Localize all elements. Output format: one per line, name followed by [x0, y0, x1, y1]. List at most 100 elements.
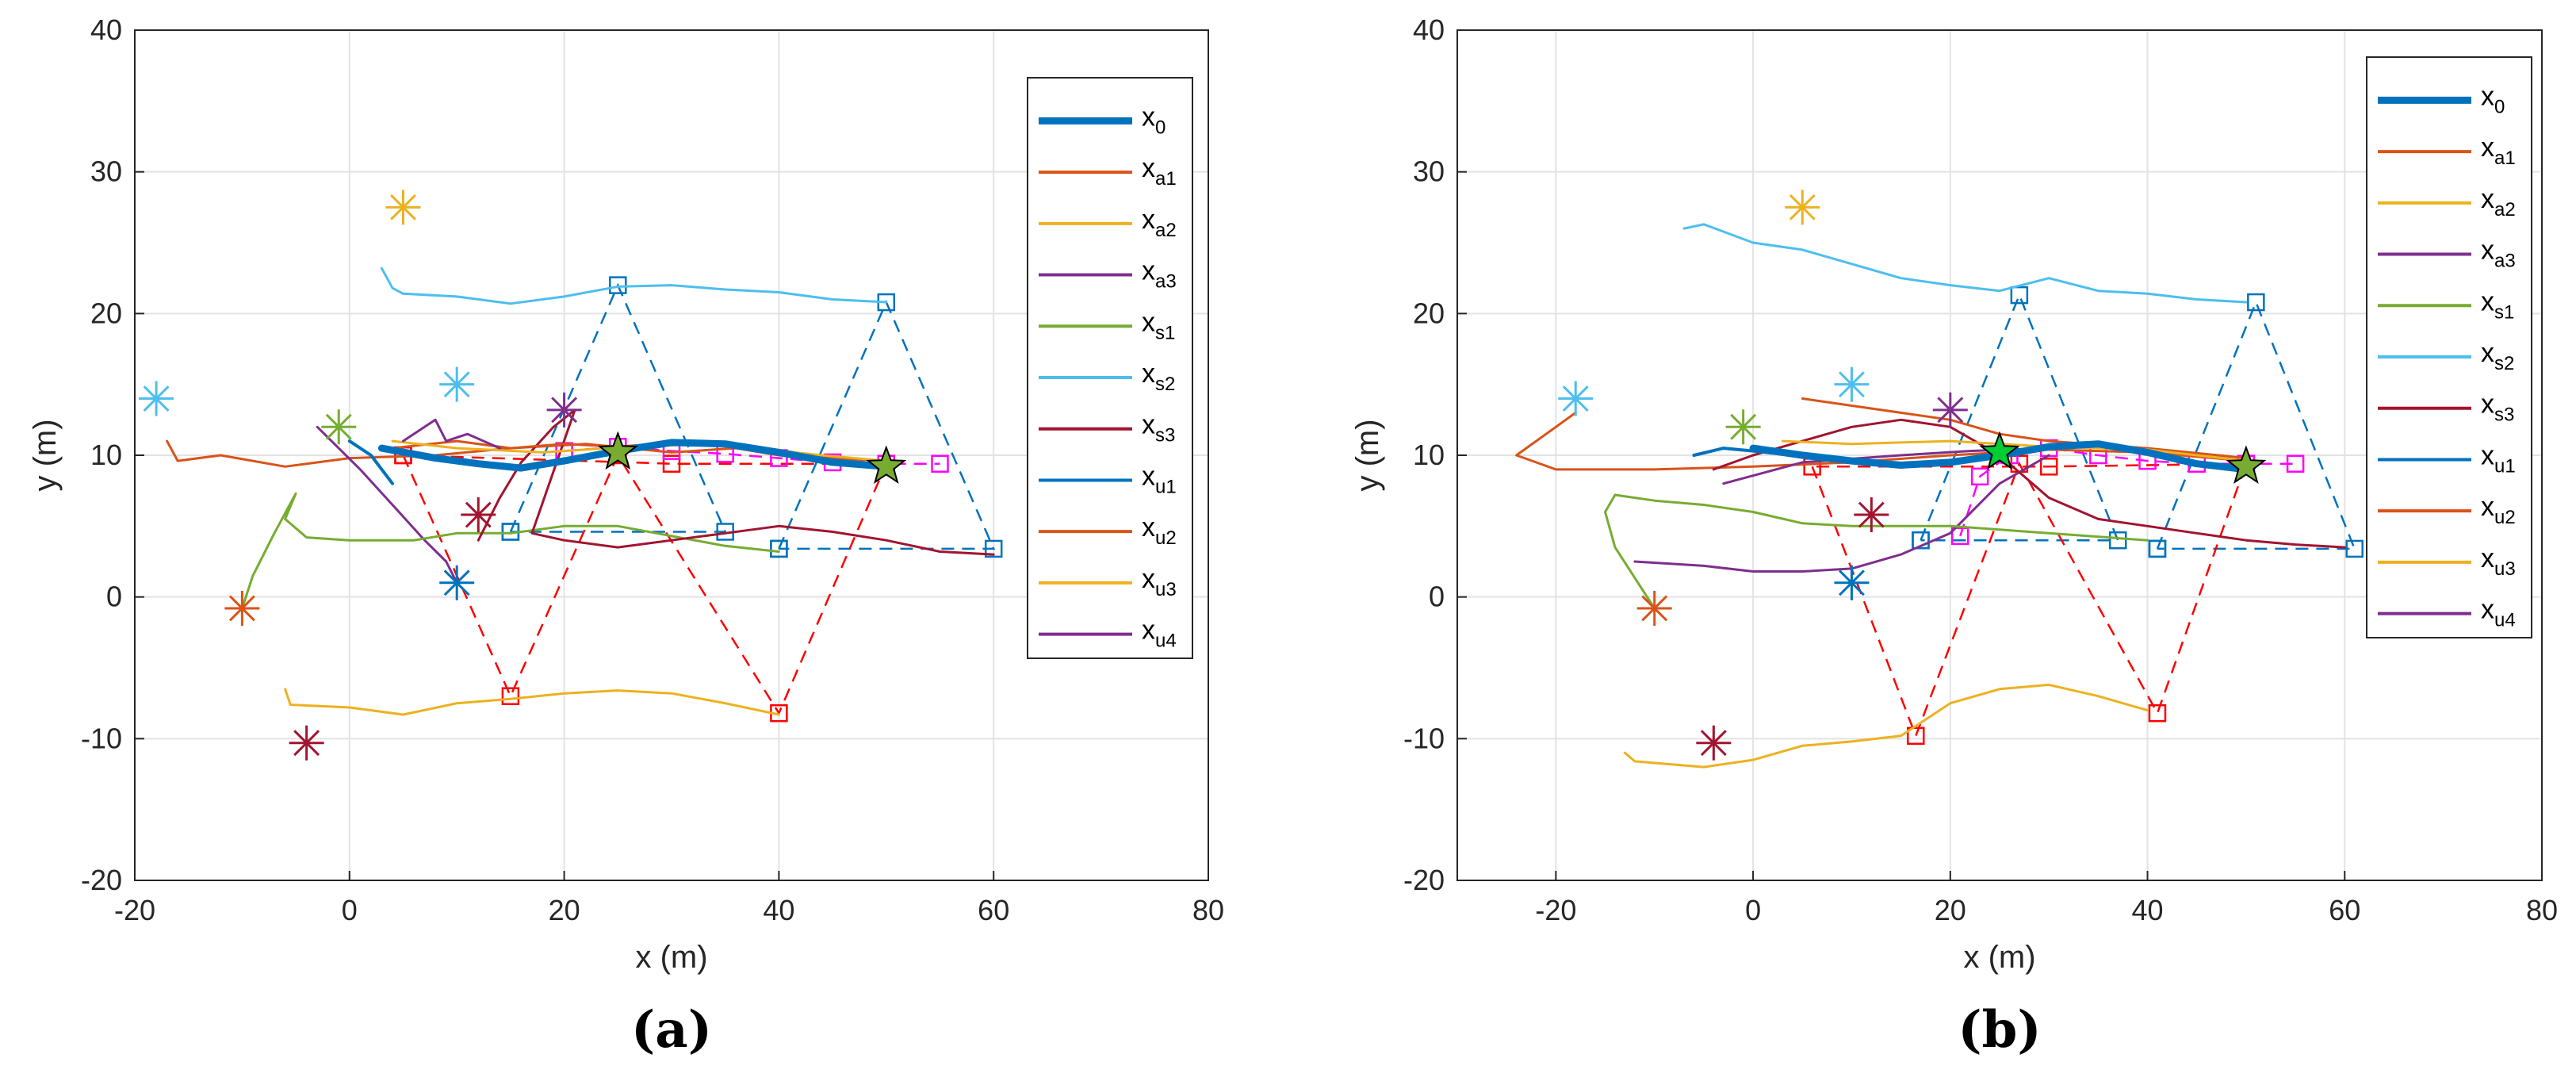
legend-label-main: x — [2481, 543, 2494, 573]
start-marker — [289, 725, 324, 761]
legend-label-sub: a3 — [2494, 251, 2516, 272]
legend-label-main: x — [1142, 153, 1155, 183]
legend-label-main: x — [2481, 132, 2494, 163]
y-tick-label: -20 — [81, 864, 122, 896]
waypoint-square — [2039, 458, 2058, 476]
plot-area — [1515, 190, 2364, 769]
legend-label: xa3 — [2481, 236, 2516, 272]
legend-label: xs2 — [2481, 338, 2514, 374]
start-marker — [1785, 190, 1820, 225]
waypoint-square — [609, 276, 627, 294]
y-tick-label: 30 — [90, 155, 122, 188]
legend-label-sub: 0 — [2494, 96, 2505, 117]
start-marker — [385, 190, 421, 225]
x-tick-label: 60 — [2329, 894, 2360, 926]
start-marker-stroke — [143, 385, 170, 412]
x-tick-label: -20 — [114, 894, 155, 926]
legend-label-main: x — [1142, 205, 1155, 235]
legend-label: xs3 — [2481, 389, 2514, 426]
waypoint-square — [1951, 527, 1969, 546]
y-tick-label: 10 — [1413, 439, 1445, 471]
legend-label-sub: u4 — [1155, 631, 1177, 652]
y-tick-label: 20 — [90, 297, 122, 329]
legend-label-main: x — [2481, 286, 2494, 316]
legend-label: xu2 — [1142, 512, 1177, 549]
y-tick-label: 20 — [1413, 297, 1445, 329]
legend-label: xa2 — [2481, 184, 2516, 220]
legend-label-sub: a2 — [1155, 220, 1177, 241]
x-tick-label: 0 — [1745, 894, 1761, 926]
legend-label-sub: s2 — [1155, 374, 1175, 395]
start-marker-stroke — [551, 397, 578, 424]
legend-label: xs1 — [2481, 286, 2514, 323]
start-marker — [224, 590, 260, 626]
x-tick-label: 40 — [763, 894, 794, 926]
start-marker — [439, 565, 475, 600]
panel-label: (b) — [1958, 1000, 2041, 1060]
trajectory-xa3 — [316, 425, 458, 585]
waypoint-path — [509, 282, 727, 533]
x-tick-label: 20 — [1935, 894, 1966, 926]
y-tick-label: 30 — [1413, 155, 1445, 188]
waypoint-square — [2286, 454, 2305, 473]
legend-label-main: x — [1142, 512, 1155, 542]
y-tick-label: -10 — [1403, 722, 1445, 754]
legend-label-sub: a1 — [1155, 168, 1177, 190]
legend-label-sub: 0 — [1155, 117, 1166, 138]
legend-label-main: x — [2481, 389, 2494, 420]
waypoint-path — [1959, 447, 2296, 537]
legend-label: xu1 — [1142, 461, 1177, 497]
start-marker-stroke — [1789, 194, 1816, 220]
waypoint-square — [770, 539, 788, 558]
start-marker — [546, 392, 582, 427]
waypoint-square — [2345, 539, 2364, 558]
trajectory-xa1 — [1515, 411, 2248, 471]
start-marker — [439, 366, 475, 402]
y-tick-label: -20 — [1403, 864, 1445, 896]
trajectory-xs1 — [240, 492, 780, 610]
legend-label-sub: u2 — [2494, 507, 2516, 528]
legend-label-main: x — [2481, 492, 2494, 522]
legend-label: xu3 — [1142, 564, 1177, 600]
legend-label-main: x — [2481, 236, 2494, 266]
legend-label: xa2 — [1142, 205, 1177, 241]
legend-label-main: x — [2481, 81, 2494, 111]
start-marker — [1725, 409, 1761, 445]
legend-label-sub: u2 — [1155, 527, 1177, 549]
waypoint-path — [1920, 292, 2120, 542]
legend-label-main: x — [1142, 461, 1155, 491]
waypoint-square — [501, 687, 520, 705]
legend-label-sub: u1 — [2494, 455, 2516, 477]
start-marker-stroke — [1937, 397, 1964, 424]
start-marker-stroke — [1641, 595, 1668, 622]
legend-label: xs1 — [1142, 307, 1175, 343]
legend-label: x0 — [2481, 81, 2505, 117]
trajectory-xs3 — [1712, 418, 2346, 549]
waypoint-path — [2156, 299, 2356, 550]
legend-label: xa1 — [2481, 132, 2516, 169]
start-marker-stroke — [1562, 385, 1589, 412]
legend-label: xu3 — [2481, 543, 2516, 580]
start-marker-stroke — [390, 194, 416, 220]
waypoint-square — [1970, 467, 1989, 486]
start-marker — [321, 409, 357, 445]
y-tick-label: 10 — [90, 439, 122, 471]
legend-label-main: x — [1142, 410, 1155, 440]
legend-label: xu2 — [2481, 492, 2516, 528]
start-marker-stroke — [465, 501, 492, 528]
start-marker-stroke — [293, 730, 320, 757]
legend-label-sub: s3 — [1155, 425, 1175, 447]
waypoint-square — [2247, 293, 2265, 312]
legend-label: xs2 — [1142, 358, 1175, 395]
legend-label: x0 — [1142, 102, 1166, 138]
start-marker-stroke — [1858, 501, 1885, 528]
start-marker-stroke — [1838, 569, 1865, 596]
legend-label-sub: a2 — [2494, 199, 2516, 220]
trajectory-xa2 — [284, 688, 780, 716]
y-tick-label: 0 — [1429, 581, 1445, 613]
start-marker-stroke — [228, 595, 255, 622]
